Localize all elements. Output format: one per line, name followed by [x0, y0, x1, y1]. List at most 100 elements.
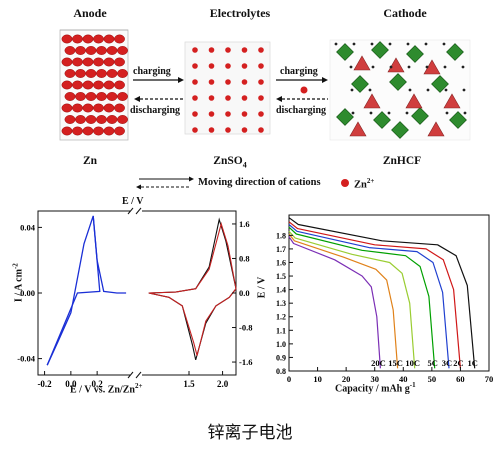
zn-atom [96, 115, 107, 124]
zn-atom [72, 34, 83, 44]
fe-octahedron [411, 107, 429, 125]
zn-atom [106, 69, 118, 78]
charging-arrow-left [133, 77, 184, 83]
zn-ion [192, 47, 198, 53]
zn-ion [225, 127, 231, 133]
discharging-label-right: discharging [276, 105, 327, 116]
framework-atom [425, 65, 429, 69]
electrolytes-header: Electrolytes [209, 6, 271, 20]
zn-atom [64, 115, 76, 124]
zn-ion [225, 79, 231, 85]
zn-atom [72, 126, 83, 136]
fe-octahedron [336, 108, 354, 126]
cv-y-tick-right: 0.8 [239, 253, 250, 263]
framework-atom [462, 88, 466, 92]
anode-caption: Zn [82, 155, 98, 167]
fe-octahedron [431, 75, 449, 93]
zn-ion [208, 79, 215, 85]
framework-atom [334, 42, 338, 46]
zn-atom [93, 80, 104, 90]
cv-x-tick: -0.2 [37, 379, 52, 389]
framework-atom [442, 42, 446, 46]
zn-atom [114, 103, 125, 113]
zn-ion [241, 63, 248, 69]
zn-ion [208, 47, 215, 53]
discharge-series-20C [288, 236, 381, 369]
zn-ion [192, 95, 198, 101]
cv-plot: -0.2 0.0 0.2 1.5 2.0 0.04 0.00 -0.04 1.6 0.8 0.0 -0… [17, 207, 252, 389]
zn-atom [75, 69, 86, 78]
zn-ion [241, 111, 248, 117]
cv-x-tick: 0.0 [65, 379, 77, 389]
discharge-y-tick: 1.0 [276, 340, 286, 349]
framework-atom [424, 42, 428, 46]
zn-ion [258, 127, 264, 133]
anode-crystal [59, 29, 129, 141]
zn-atom [75, 115, 86, 124]
discharge-ticks: 0 10 20 30 40 50 60 70 0.8 0.9 1.0 1.1 1.2 1.3 1.4 1.5 1… [276, 231, 493, 384]
discharge-x-tick: 40 [399, 374, 408, 384]
zn-atom [61, 80, 73, 90]
rate-label: 15C [388, 358, 403, 368]
discharge-x-tick: 0 [287, 374, 291, 384]
zn-legend-icon [341, 179, 349, 187]
zn-atom [106, 115, 118, 124]
cv-y-tick-right: -0.8 [239, 323, 252, 333]
zn-ion [241, 127, 248, 133]
rate-labels: 20C 15C 10C 5C 3C 2C 1C [371, 358, 478, 368]
cathode-header: Cathode [383, 6, 427, 20]
zn-atom [75, 92, 86, 101]
framework-atom [445, 111, 449, 115]
zn-tetrahedron [405, 93, 423, 109]
discharge-y-tick: 1.4 [276, 286, 286, 295]
charging-label-right: charging [280, 66, 318, 77]
discharge-y-tick: 1.1 [276, 326, 286, 335]
zn-ion [208, 127, 215, 133]
zn-atom [82, 34, 94, 44]
cv-y-tick: 0.04 [20, 222, 36, 232]
discharge-x-tick: 20 [342, 374, 351, 384]
discharge-series-10C [288, 230, 416, 369]
framework-atom [461, 65, 465, 69]
zn-ion [258, 95, 264, 101]
zn-tetrahedron [443, 93, 461, 109]
fe-octahedron [446, 43, 464, 61]
discharge-y-tick: 0.9 [276, 353, 286, 362]
zn-atom [75, 46, 86, 55]
moving-direction-label: Moving direction of cations [198, 177, 321, 188]
discharge-series-3C [288, 224, 450, 369]
zn-ion [192, 111, 198, 117]
discharge-series-1C [288, 217, 476, 369]
cv-right-panel [148, 217, 237, 361]
framework-atom [370, 42, 374, 46]
zn-tetrahedron [363, 93, 381, 109]
discharge-series-15C [288, 233, 399, 369]
charging-label-left: charging [133, 66, 171, 77]
framework-atom [351, 111, 355, 115]
moving-direction-icon [136, 176, 194, 190]
discharge-y-tick: 1.7 [276, 245, 286, 254]
zn-ion [241, 47, 248, 53]
framework-atom [389, 65, 393, 69]
zn-atom [117, 92, 128, 101]
zn-atom [117, 46, 128, 55]
cv-top-axis-label: E / V [122, 196, 144, 207]
fe-octahedron [351, 75, 369, 93]
rate-label: 2C [453, 358, 463, 368]
zn-ion [241, 79, 248, 85]
zn-atom [82, 103, 94, 113]
zn-atom [61, 126, 73, 136]
rate-label: 1C [468, 358, 478, 368]
cv-series-znhcf-1 [148, 221, 237, 356]
framework-atom [387, 111, 391, 115]
zn-atom [103, 80, 115, 90]
framework-atom [350, 88, 354, 92]
fe-octahedron [373, 111, 391, 129]
fe-octahedron [406, 45, 424, 63]
discharge-x-axis-label: Capacity / mAh g-1 [335, 381, 416, 395]
fe-octahedron [449, 111, 467, 129]
discharge-x-tick: 60 [456, 374, 465, 384]
zn-tetrahedron [353, 55, 371, 71]
framework-atom [444, 88, 448, 92]
zn-tetrahedron [349, 121, 367, 137]
